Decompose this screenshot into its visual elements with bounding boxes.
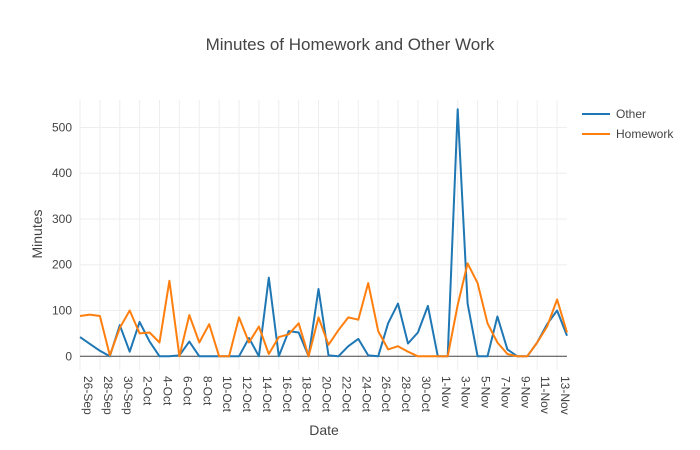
x-tick-label: 24-Oct	[359, 376, 373, 413]
x-tick-label: 22-Oct	[339, 376, 353, 413]
x-gridlines	[79, 100, 558, 370]
x-tick-label: 6-Oct	[180, 376, 194, 406]
x-tick-label: 20-Oct	[320, 376, 334, 413]
x-tick-label: 11-Nov	[538, 376, 552, 414]
x-tick-label: 26-Oct	[379, 376, 393, 413]
x-tick-label: 10-Oct	[220, 376, 234, 413]
legend[interactable]: Other Homework	[582, 107, 674, 141]
x-tick-label: 30-Oct	[419, 376, 433, 413]
x-tick-label: 14-Oct	[260, 376, 274, 413]
legend-label: Homework	[616, 127, 674, 141]
x-tick-label: 16-Oct	[280, 376, 294, 413]
y-gridlines	[80, 126, 567, 312]
x-tick-label: 18-Oct	[300, 376, 314, 413]
y-tick-label: 100	[52, 304, 72, 318]
x-tick-label: 30-Sep	[121, 376, 135, 415]
y-tick-label: 0	[65, 349, 72, 363]
x-tick-label: 1-Nov	[439, 376, 453, 408]
x-tick-label: 28-Oct	[399, 376, 413, 413]
y-axis-ticks: 0 100 200 300 400 500	[52, 120, 72, 363]
x-tick-label: 26-Sep	[81, 376, 95, 415]
y-tick-label: 300	[52, 212, 72, 226]
x-axis-ticks: 26-Sep 28-Sep 30-Sep 2-Oct 4-Oct 6-Oct 8-Oct 10…	[81, 376, 572, 415]
x-tick-label: 7-Nov	[498, 376, 512, 408]
legend-item-other[interactable]: Other	[582, 107, 646, 121]
series-line-homework[interactable]	[79, 262, 568, 358]
x-axis-title: Date	[309, 422, 339, 438]
x-tick-label: 28-Sep	[101, 376, 115, 415]
x-tick-label: 8-Oct	[200, 376, 214, 406]
chart-title: Minutes of Homework and Other Work	[206, 35, 495, 54]
legend-label: Other	[616, 107, 646, 121]
x-tick-label: 9-Nov	[518, 376, 532, 408]
x-tick-label: 3-Nov	[459, 376, 473, 408]
x-tick-label: 13-Nov	[558, 376, 572, 415]
y-axis-title: Minutes	[29, 209, 45, 258]
series-line-other[interactable]	[79, 108, 568, 358]
series-lines	[79, 108, 568, 358]
y-tick-label: 400	[52, 166, 72, 180]
legend-item-homework[interactable]: Homework	[582, 127, 674, 141]
x-tick-label: 5-Nov	[479, 376, 493, 408]
y-tick-label: 200	[52, 258, 72, 272]
y-tick-label: 500	[52, 120, 72, 134]
x-tick-label: 4-Oct	[161, 376, 175, 406]
x-tick-label: 12-Oct	[240, 376, 254, 413]
x-tick-label: 2-Oct	[141, 376, 155, 406]
